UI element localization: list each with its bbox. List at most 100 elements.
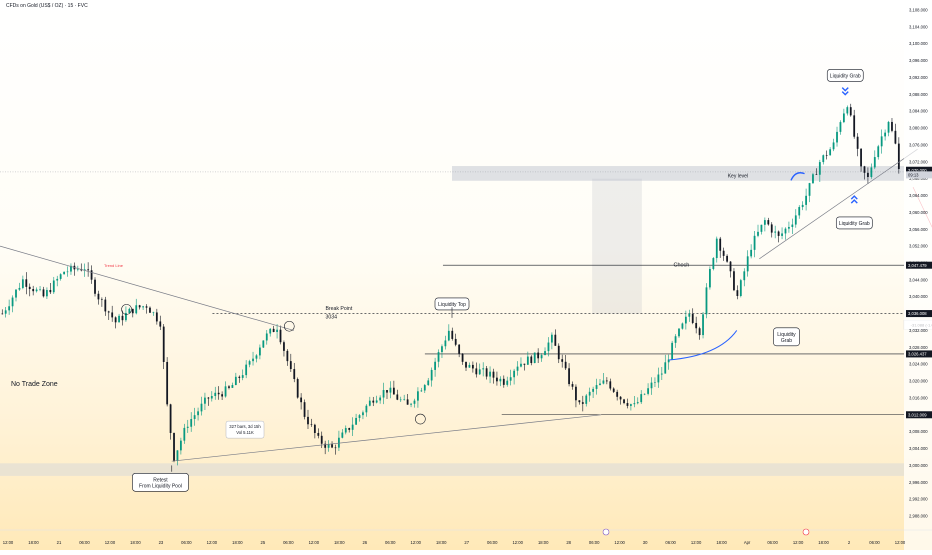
swing-circle-3 <box>415 413 426 425</box>
candle-body <box>739 280 742 296</box>
candle-body <box>660 373 663 375</box>
candle-body <box>131 308 134 314</box>
candle-body <box>602 380 605 384</box>
x-tick-label: 06:00 <box>283 540 294 545</box>
y-tick-label: 3,000.000 <box>909 463 928 468</box>
candle-body <box>338 437 340 448</box>
candle-body <box>588 391 591 396</box>
x-tick-label: 12:00 <box>3 540 14 545</box>
liquidity-curve <box>668 330 738 361</box>
candle-body <box>471 364 474 369</box>
liquidity-top-callout-text: Liquidity Top <box>438 302 466 308</box>
candle-body <box>492 371 495 378</box>
y-tick-label: 3,016.000 <box>909 395 928 400</box>
candle-body <box>317 432 320 436</box>
candle-body <box>121 315 124 321</box>
liquidity-grab-top-callout-text: Liquidity Grab <box>830 73 861 79</box>
x-tick-label: 26 <box>362 540 367 545</box>
candle-body <box>647 388 649 394</box>
x-tick-label: Apr <box>744 540 751 545</box>
candle-body <box>564 361 567 369</box>
candle-body <box>70 265 72 272</box>
chevron-up-icon-stroke <box>850 195 858 200</box>
candle-body <box>657 374 660 383</box>
y-tick-label: 3,044.000 <box>909 277 928 282</box>
candle-body <box>808 183 811 196</box>
price-tag-bg <box>906 411 932 419</box>
liquidity-pool-zone <box>0 463 904 476</box>
candle-body <box>4 310 7 314</box>
chevron-up-icon <box>850 195 858 204</box>
candle-body <box>736 290 739 296</box>
candle-body <box>128 308 131 313</box>
y-tick-label: 3,104.000 <box>909 24 928 29</box>
x-tick-label: 12:00 <box>614 540 625 545</box>
rising-support-line <box>759 148 918 260</box>
candle-body <box>142 306 145 308</box>
candle-body <box>537 352 540 359</box>
candle-body <box>465 361 467 368</box>
candle-body <box>375 400 378 403</box>
candle-body <box>434 361 436 370</box>
price-tag-bg <box>906 261 932 269</box>
candle-body <box>825 155 828 156</box>
price-tag-label: 3,026.437 <box>908 352 927 357</box>
chevron-up-icon-stroke <box>850 199 858 204</box>
candle-body <box>406 399 409 405</box>
candle-body <box>846 107 849 114</box>
candle-body <box>46 289 48 297</box>
candle-body <box>217 392 220 395</box>
candle-body <box>592 388 595 392</box>
chevron-down-icon-stroke <box>841 91 849 96</box>
candle-body <box>39 289 41 291</box>
candle-body <box>145 306 148 308</box>
candle-body <box>461 353 464 362</box>
candle-body <box>389 387 392 393</box>
candle-body <box>32 289 35 292</box>
candle-body <box>502 378 505 385</box>
candle-body <box>234 376 237 386</box>
candle-body <box>760 224 763 232</box>
candle-body <box>509 377 512 381</box>
candle-body <box>746 256 749 272</box>
candle-body <box>362 412 364 416</box>
candle-body <box>355 417 357 425</box>
candle-body <box>155 312 158 322</box>
candle-body <box>630 404 632 406</box>
candle-body <box>650 382 653 389</box>
x-tick-label: 18:00 <box>818 540 829 545</box>
y-tick-label: 3,004.000 <box>909 446 928 451</box>
candle-body <box>812 174 814 184</box>
candle-body <box>557 345 560 360</box>
candle-body <box>135 305 138 314</box>
candle-body <box>76 269 79 270</box>
candle-body <box>413 400 416 404</box>
retest-callout-text: From Liquidity Pool <box>139 483 182 489</box>
candle-body <box>520 363 522 367</box>
candle-body <box>842 113 845 123</box>
candle-body <box>90 270 93 280</box>
candle-body <box>348 428 351 430</box>
candle-body <box>341 432 344 438</box>
x-tick-label: 27 <box>464 540 469 545</box>
candle-body <box>791 224 794 227</box>
candle-body <box>719 238 722 251</box>
price-tag-bg <box>906 171 932 179</box>
candle-body <box>272 328 275 332</box>
candle-body <box>788 226 790 229</box>
candle-body <box>190 419 193 427</box>
y-tick-label: 3,052.000 <box>909 244 928 249</box>
chevron-down-icon-stroke <box>841 87 849 92</box>
candle-body <box>702 314 704 336</box>
key-level-arrow <box>790 172 805 181</box>
candle-body <box>262 340 265 348</box>
x-tick-label: 12:00 <box>793 540 804 545</box>
candle-body <box>331 444 333 448</box>
x-tick-label: 12:00 <box>309 540 320 545</box>
candle-body <box>516 366 519 371</box>
candle-body <box>681 323 684 329</box>
y-tick-label: 3,020.000 <box>909 379 928 384</box>
